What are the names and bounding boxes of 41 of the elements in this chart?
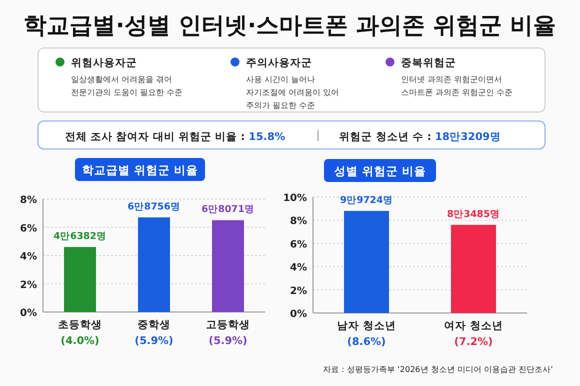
x-tick-label: 고등학생	[206, 319, 250, 331]
text: (8.6%)	[347, 336, 386, 348]
chart-title: 학교급별 위험군 비율	[82, 163, 198, 177]
text: (5.9%)	[134, 335, 174, 347]
x-tick-label: 여자 청소년	[444, 320, 503, 332]
category-label: 중복위험군	[401, 57, 456, 69]
text: (7.2%)	[454, 336, 493, 348]
y-tick-label: 0%	[20, 308, 37, 319]
annotation: 4만6382명	[53, 231, 107, 242]
y-tick-label: 4%	[290, 262, 307, 274]
bar	[138, 217, 170, 312]
y-tick-label: 8%	[290, 216, 307, 228]
annotation: 6만8756명	[127, 201, 181, 212]
text: 일상생활에서 어려움을 겪어 전문기관의 도움이 필요한 수준	[71, 75, 183, 97]
y-tick-label: 6%	[20, 223, 37, 234]
annotation: 8만3485명	[446, 208, 500, 220]
x-tick-label: 초등학생	[58, 319, 102, 331]
text: 학교급별·성별 인터넷·스마트폰 과의존 위험군 비율	[24, 13, 556, 39]
text: 인터넷 과의존 위험군이면서 스마트폰 과의존 위험군인 수준	[401, 75, 513, 97]
chart-title: 성별 위험군 비율	[334, 164, 426, 178]
text: (5.9%)	[208, 335, 248, 347]
text: 사용 시간이 늘어나 자기조절에 어려움이 있어 주의가 필요한 수준	[246, 75, 340, 110]
annotation: 6만8071명	[201, 204, 255, 216]
bar	[212, 220, 244, 312]
category-label: 주의사용자군	[246, 57, 312, 69]
y-tick-label: 2%	[290, 286, 307, 297]
x-tick-label: 남자 청소년	[337, 320, 396, 332]
bar	[64, 247, 96, 312]
y-tick-label: 0%	[290, 309, 307, 320]
text: (4.0%)	[60, 335, 100, 347]
text: 전체 조사 참여자 대비 위험군 비율 : 15.8%	[64, 131, 286, 143]
annotation: 9만9724명	[340, 194, 394, 206]
category-label: 위험사용자군	[71, 57, 137, 69]
y-tick-label: 8%	[20, 195, 37, 206]
x-tick-label: 중학생	[138, 319, 170, 331]
y-tick-label: 6%	[290, 239, 307, 250]
y-tick-label: 10%	[283, 193, 307, 204]
y-tick-label: 2%	[20, 280, 37, 291]
text: 위험군 청소년 수 : 18만3209명	[339, 131, 501, 143]
text: 자료 : 성평등가족부 ‘2026년 청소년 미디어 이용습관 진단조사’	[323, 365, 553, 374]
y-tick-label: 4%	[20, 252, 37, 262]
